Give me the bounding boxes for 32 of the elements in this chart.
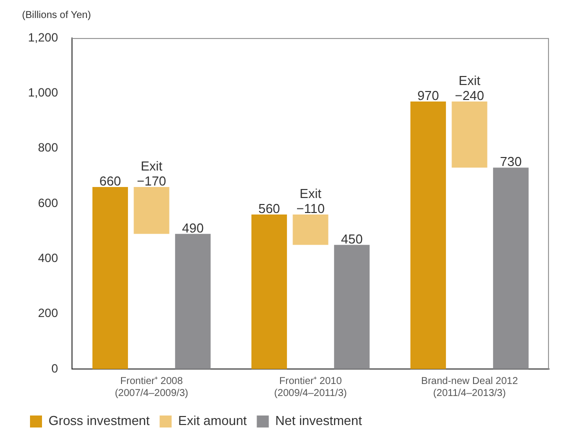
- legend-label: Net investment: [275, 413, 362, 428]
- bar: [175, 234, 211, 369]
- y-tick-label: 0: [51, 361, 58, 376]
- y-tick-label: 600: [38, 196, 58, 210]
- data-label: 490: [182, 220, 204, 236]
- x-tick-label: Frontier⁺ 2010 (2009/4–2011/3): [274, 376, 347, 399]
- bar: [410, 101, 446, 369]
- y-axis-title: (Billions of Yen): [22, 10, 91, 21]
- x-tick-label: Brand-new Deal 2012 (2011/4–2013/3): [421, 376, 518, 399]
- data-label: 970: [417, 88, 440, 104]
- data-label: Exit −240: [454, 73, 484, 104]
- x-tick-label: Frontier⁺ 2008 (2007/4–2009/3): [114, 376, 188, 399]
- data-label: 660: [99, 174, 122, 189]
- legend-label: Gross investment: [48, 413, 150, 428]
- bar: [292, 214, 328, 245]
- bar: [452, 101, 488, 168]
- y-tick-label: 200: [38, 306, 58, 320]
- bar: [251, 214, 287, 369]
- data-label: Exit −110: [296, 186, 325, 216]
- data-label: 730: [500, 154, 522, 170]
- legend-label: Exit amount: [178, 413, 248, 428]
- bar: [334, 244, 370, 369]
- y-tick-label: 400: [38, 250, 58, 265]
- data-label: Exit −170: [136, 158, 166, 189]
- y-tick-label: 800: [38, 140, 58, 155]
- bar: [493, 168, 529, 369]
- bar: [134, 186, 170, 234]
- data-label: 450: [341, 231, 363, 246]
- bar: [92, 186, 128, 369]
- data-label: 560: [258, 201, 280, 216]
- y-tick-label: 1,000: [28, 85, 58, 100]
- y-tick-label: 1,200: [28, 30, 58, 44]
